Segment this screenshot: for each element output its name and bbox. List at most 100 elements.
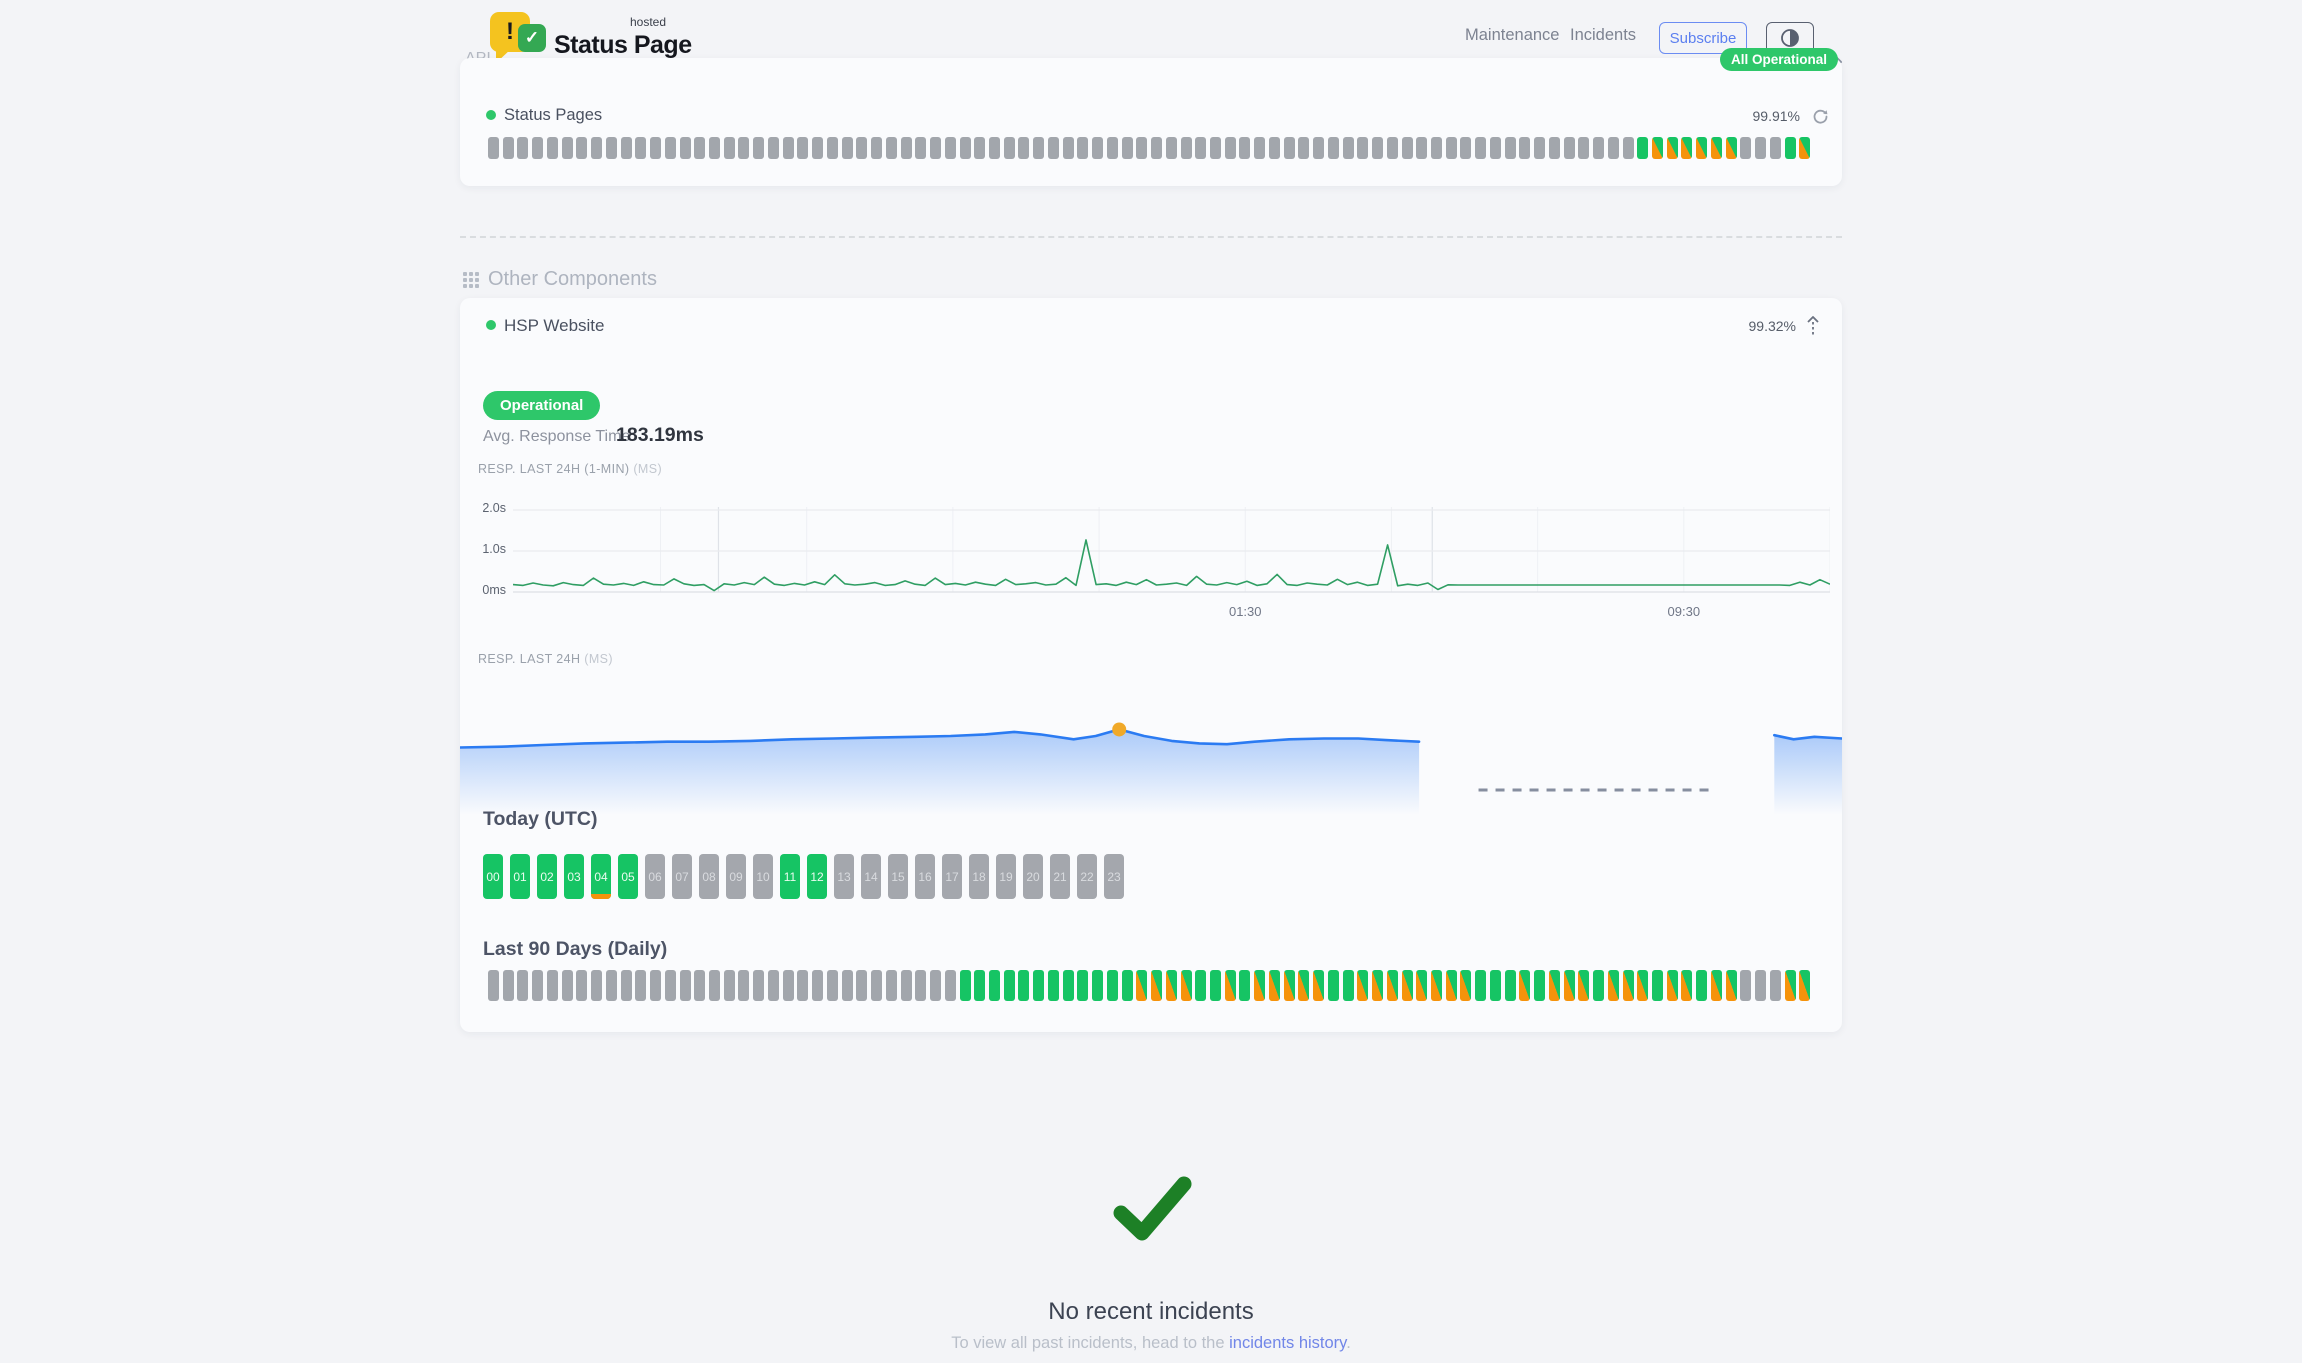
uptime-bar-nodata [1018, 137, 1030, 159]
nav-item-incidents[interactable]: Incidents [1570, 26, 1637, 44]
chart-2-title: RESP. LAST 24H [478, 652, 581, 666]
section-divider [460, 236, 1842, 238]
footer-text: To view all past incidents, head to the [951, 1334, 1230, 1352]
uptime-bar-operational [1062, 970, 1074, 1001]
uptime-bar-nodata [502, 137, 514, 159]
uptime-history-90d [488, 137, 1811, 159]
uptime-bar-nodata [1003, 137, 1015, 159]
uptime-bar-nodata [679, 137, 691, 159]
uptime-bar-degraded [1431, 970, 1442, 1001]
uptime-bar-operational [1652, 970, 1664, 1001]
uptime-bar-nodata [488, 970, 499, 1001]
uptime-bar-nodata [856, 137, 868, 159]
uptime-bar-degraded [1548, 970, 1560, 1001]
uptime-bar-nodata [930, 137, 942, 159]
uptime-bar-nodata [1209, 137, 1221, 159]
uptime-bar-operational [988, 970, 1000, 1001]
uptime-bar-degraded [1136, 970, 1148, 1001]
uptime-bar-nodata [1283, 137, 1295, 159]
uptime-bar-nodata [1033, 137, 1045, 159]
uptime-bar-nodata [679, 970, 691, 1001]
section-title-other-components: Other Components [488, 268, 657, 290]
uptime-bar-operational [1534, 970, 1546, 1001]
uptime-bar-operational [1475, 970, 1487, 1001]
uptime-bar-operational [1018, 970, 1030, 1001]
uptime-bar-operational [974, 970, 986, 1001]
uptime-bar-nodata [738, 137, 750, 159]
x-axis-ticks: 01:30 09:30 [513, 604, 1830, 624]
hour-box-00: 00 [483, 854, 503, 899]
subscribe-button[interactable]: Subscribe [1659, 22, 1747, 54]
hour-box-21: 21 [1050, 854, 1070, 899]
nav-item-maintenance[interactable]: Maintenance [1465, 26, 1560, 44]
status-badge: All Operational [1720, 48, 1839, 71]
uptime-bar-nodata [709, 970, 721, 1001]
uptime-bar-degraded [1386, 970, 1398, 1001]
uptime-bar-nodata [1622, 137, 1634, 159]
uptime-bar-nodata [1489, 137, 1501, 159]
uptime-bar-degraded [1313, 970, 1325, 1001]
uptime-bar-operational [1033, 970, 1045, 1001]
big-checkmark-icon [1112, 1176, 1192, 1247]
uptime-bar-nodata [1165, 137, 1177, 159]
uptime-bar-nodata [532, 137, 544, 159]
uptime-bar-nodata [546, 970, 558, 1001]
uptime-bar-nodata [1077, 137, 1089, 159]
uptime-bar-degraded [1298, 970, 1310, 1001]
uptime-bar-nodata [944, 970, 956, 1001]
refresh-icon[interactable] [1812, 108, 1829, 130]
hour-box-03: 03 [564, 854, 584, 899]
uptime-bar-nodata [1548, 137, 1560, 159]
uptime-bar-nodata [1534, 137, 1546, 159]
uptime-bar-nodata [1416, 137, 1428, 159]
response-time-area-chart [460, 722, 1842, 815]
uptime-bar-nodata [1062, 137, 1074, 159]
uptime-bar-nodata [635, 970, 647, 1001]
uptime-bar-nodata [576, 970, 588, 1001]
uptime-bar-nodata [1121, 137, 1133, 159]
hour-box-15: 15 [888, 854, 908, 899]
incidents-history-link[interactable]: incidents history [1229, 1334, 1347, 1352]
uptime-bar-nodata [694, 137, 706, 159]
uptime-bar-degraded [1563, 970, 1575, 1001]
uptime-bar-nodata [930, 970, 942, 1001]
uptime-bar-degraded [1622, 970, 1634, 1001]
uptime-bar-nodata [1769, 137, 1781, 159]
uptime-bar-nodata [1431, 137, 1442, 159]
uptime-bar-nodata [1475, 137, 1487, 159]
uptime-bar-degraded [1696, 137, 1708, 159]
hour-box-17: 17 [942, 854, 962, 899]
uptime-bar-operational [1342, 970, 1354, 1001]
uptime-bar-nodata [1195, 137, 1207, 159]
uptime-bar-operational [1077, 970, 1089, 1001]
uptime-bar-degraded [1357, 970, 1369, 1001]
no-recent-incidents-title: No recent incidents [1048, 1298, 1254, 1325]
collapse-arrow-icon[interactable] [1806, 316, 1820, 341]
uptime-bar-nodata [1047, 137, 1059, 159]
uptime-bar-nodata [1740, 970, 1752, 1001]
hour-box-18: 18 [969, 854, 989, 899]
uptime-bar-nodata [826, 137, 838, 159]
uptime-bar-nodata [856, 970, 868, 1001]
uptime-bar-nodata [1268, 137, 1280, 159]
hour-box-04: 04 [591, 854, 611, 899]
uptime-bar-nodata [650, 970, 662, 1001]
avg-response-label: Avg. Response Time: [483, 428, 635, 445]
uptime-bar-nodata [1357, 137, 1369, 159]
uptime-bar-degraded [1445, 970, 1457, 1001]
uptime-bar-degraded [1254, 970, 1266, 1001]
logo-exclamation-glyph: ! [506, 18, 514, 45]
uptime-bar-degraded [1401, 970, 1413, 1001]
uptime-bar-nodata [605, 970, 617, 1001]
brand-title: Status Page [554, 31, 692, 59]
grid-icon [463, 272, 480, 294]
y-axis-tick: 0ms [482, 583, 506, 597]
uptime-bar-nodata [900, 970, 912, 1001]
uptime-bar-nodata [546, 137, 558, 159]
uptime-bar-nodata [1386, 137, 1398, 159]
uptime-bar-degraded [1725, 970, 1737, 1001]
uptime-bar-nodata [871, 970, 883, 1001]
uptime-bar-nodata [797, 137, 809, 159]
uptime-bar-nodata [1593, 137, 1605, 159]
uptime-bar-degraded [1416, 970, 1428, 1001]
